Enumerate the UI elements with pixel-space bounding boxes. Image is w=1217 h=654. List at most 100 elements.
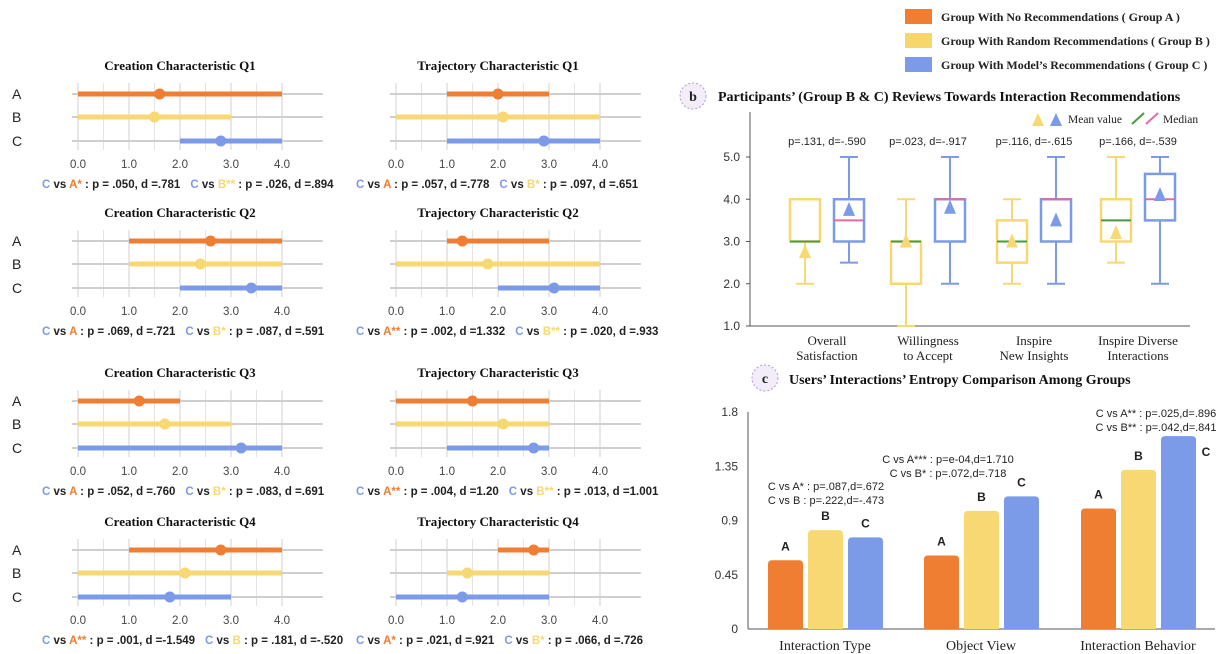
stats-part: : p = .097, d =.651	[540, 179, 639, 191]
bar-A	[1081, 508, 1116, 629]
x-tick-label: 2.0	[172, 159, 188, 171]
bar-B	[1121, 469, 1156, 629]
stats-part: : p = .066, d =.726	[545, 635, 643, 647]
x-category-label: New Insights	[1000, 348, 1069, 363]
chart-title: Creation Characteristic Q4	[104, 514, 256, 529]
stats-part: A	[69, 486, 77, 498]
stats-part: vs	[199, 179, 218, 191]
mean-dot-B	[461, 567, 473, 579]
x-category-label: Willingness	[897, 333, 959, 348]
x-tick-label: 2.0	[490, 615, 506, 627]
stats-part: A*	[383, 635, 396, 647]
stat-annotation: p=.116, d=-.615	[996, 136, 1073, 148]
x-tick-label: 4.0	[592, 306, 608, 318]
x-tick-label: 0.0	[388, 615, 404, 627]
stats-part: A	[69, 326, 77, 338]
bar-label-B: B	[977, 490, 986, 504]
x-tick-label: 1.0	[121, 306, 137, 318]
stats-part: B	[233, 635, 241, 647]
stats-part: A	[383, 179, 391, 191]
mean-legend-triangle-c	[1050, 113, 1062, 126]
stats-part: vs	[364, 179, 383, 191]
stats-part: vs	[50, 179, 69, 191]
mean-dot-A	[154, 88, 166, 100]
stats-part: : p = .087, d =.591	[226, 326, 325, 338]
bar-B	[808, 530, 843, 629]
stats-part: vs	[50, 486, 69, 498]
stats-line: C vs A** : p = .004, d =1.20 C vs B** : p…	[356, 486, 659, 498]
stats-part: : p = .002, d =1.332	[400, 326, 505, 338]
x-tick-label: 0.0	[388, 306, 404, 318]
row-label-B: B	[12, 565, 21, 581]
legend-swatch-b	[905, 33, 932, 48]
badge-label: c	[762, 372, 768, 387]
badge-circle	[679, 82, 707, 110]
mean-dot-C	[164, 591, 176, 603]
chart-title: Creation Characteristic Q3	[104, 365, 256, 380]
chart-title: Trajectory Characteristic Q1	[417, 58, 578, 73]
y-tick-label: 1.0	[723, 319, 740, 333]
x-tick-label: 3.0	[223, 466, 239, 478]
stats-part: C	[515, 326, 523, 338]
mean-dot-A	[467, 395, 478, 407]
x-tick-label: 3.0	[541, 466, 557, 478]
x-tick-label: 4.0	[274, 159, 290, 171]
badge-label: b	[689, 90, 697, 105]
stats-part: C	[356, 635, 364, 647]
median-legend-pink	[1145, 112, 1159, 125]
stats-part: vs	[364, 326, 383, 338]
stats-part: A*	[69, 179, 82, 191]
x-tick-label: 3.0	[541, 159, 557, 171]
mean-dot-A	[215, 544, 227, 556]
stats-part: vs	[364, 635, 383, 647]
x-tick-label: 0.0	[70, 466, 86, 478]
legend-label-b: Group With Random Recommendations ( Grou…	[941, 34, 1210, 48]
x-category-label: Interactions	[1107, 348, 1168, 363]
stat-annotation: C vs A* : p=.087,d=.672	[768, 481, 884, 493]
stat-annotation: C vs B* : p=.072,d=.718	[890, 468, 1007, 480]
x-tick-label: 1.0	[121, 159, 137, 171]
bar-label-C: C	[861, 516, 870, 530]
x-tick-label: 1.0	[439, 306, 455, 318]
median-legend-label: Median	[1163, 114, 1198, 126]
mean-marker-C	[944, 199, 956, 214]
stats-part: A**	[383, 486, 401, 498]
bar-C	[848, 537, 883, 629]
bar-A	[924, 555, 959, 629]
row-label-B: B	[12, 416, 21, 432]
x-category-label: Inspire	[1016, 333, 1052, 348]
mean-dot-A	[133, 395, 145, 407]
bar-label-B: B	[821, 509, 830, 523]
stats-part: B**	[218, 179, 236, 191]
range-chart-4: Trajectory Characteristic Q2 0.0 1.0 2.0 3.0…	[356, 205, 658, 338]
x-tick-label: 1.0	[121, 615, 137, 627]
stats-part: C	[205, 635, 213, 647]
stats-part: C	[499, 179, 507, 191]
mean-dot-B	[497, 111, 509, 123]
x-tick-label: 1.0	[439, 466, 455, 478]
mean-dot-B	[179, 567, 191, 579]
stats-part: C	[42, 486, 50, 498]
stats-part: vs	[508, 179, 527, 191]
row-label-A: A	[12, 233, 22, 249]
stat-annotation: C vs A** : p=.025,d=.896	[1096, 408, 1216, 420]
x-category-label: Object View	[946, 639, 1017, 654]
stats-line: C vs A** : p = .002, d =1.332 C vs B** : …	[356, 326, 658, 338]
row-label-B: B	[12, 256, 21, 272]
x-tick-label: 1.0	[121, 466, 137, 478]
x-tick-label: 2.0	[490, 159, 506, 171]
row-label-A: A	[12, 542, 22, 558]
stats-part: C	[185, 486, 193, 498]
stat-annotation: p=.131, d=-.590	[788, 136, 866, 148]
stats-part: B**	[543, 326, 561, 338]
x-tick-label: 0.0	[388, 466, 404, 478]
y-tick-label: 0.9	[721, 514, 738, 528]
x-tick-label: 3.0	[223, 306, 239, 318]
stat-annotation: p=.166, d=-.539	[1099, 136, 1177, 148]
stat-annotation: C vs B** : p=.042,d=.841	[1095, 422, 1216, 434]
box-plot-chart: b Participants’ (Group B & C) Reviews Tow…	[679, 82, 1198, 363]
range-chart-6: Trajectory Characteristic Q3 0.0 1.0 2.0 3.0…	[356, 365, 659, 498]
x-category-label: to Accept	[903, 348, 953, 363]
stats-part: B*	[213, 326, 226, 338]
row-label-C: C	[12, 133, 22, 149]
